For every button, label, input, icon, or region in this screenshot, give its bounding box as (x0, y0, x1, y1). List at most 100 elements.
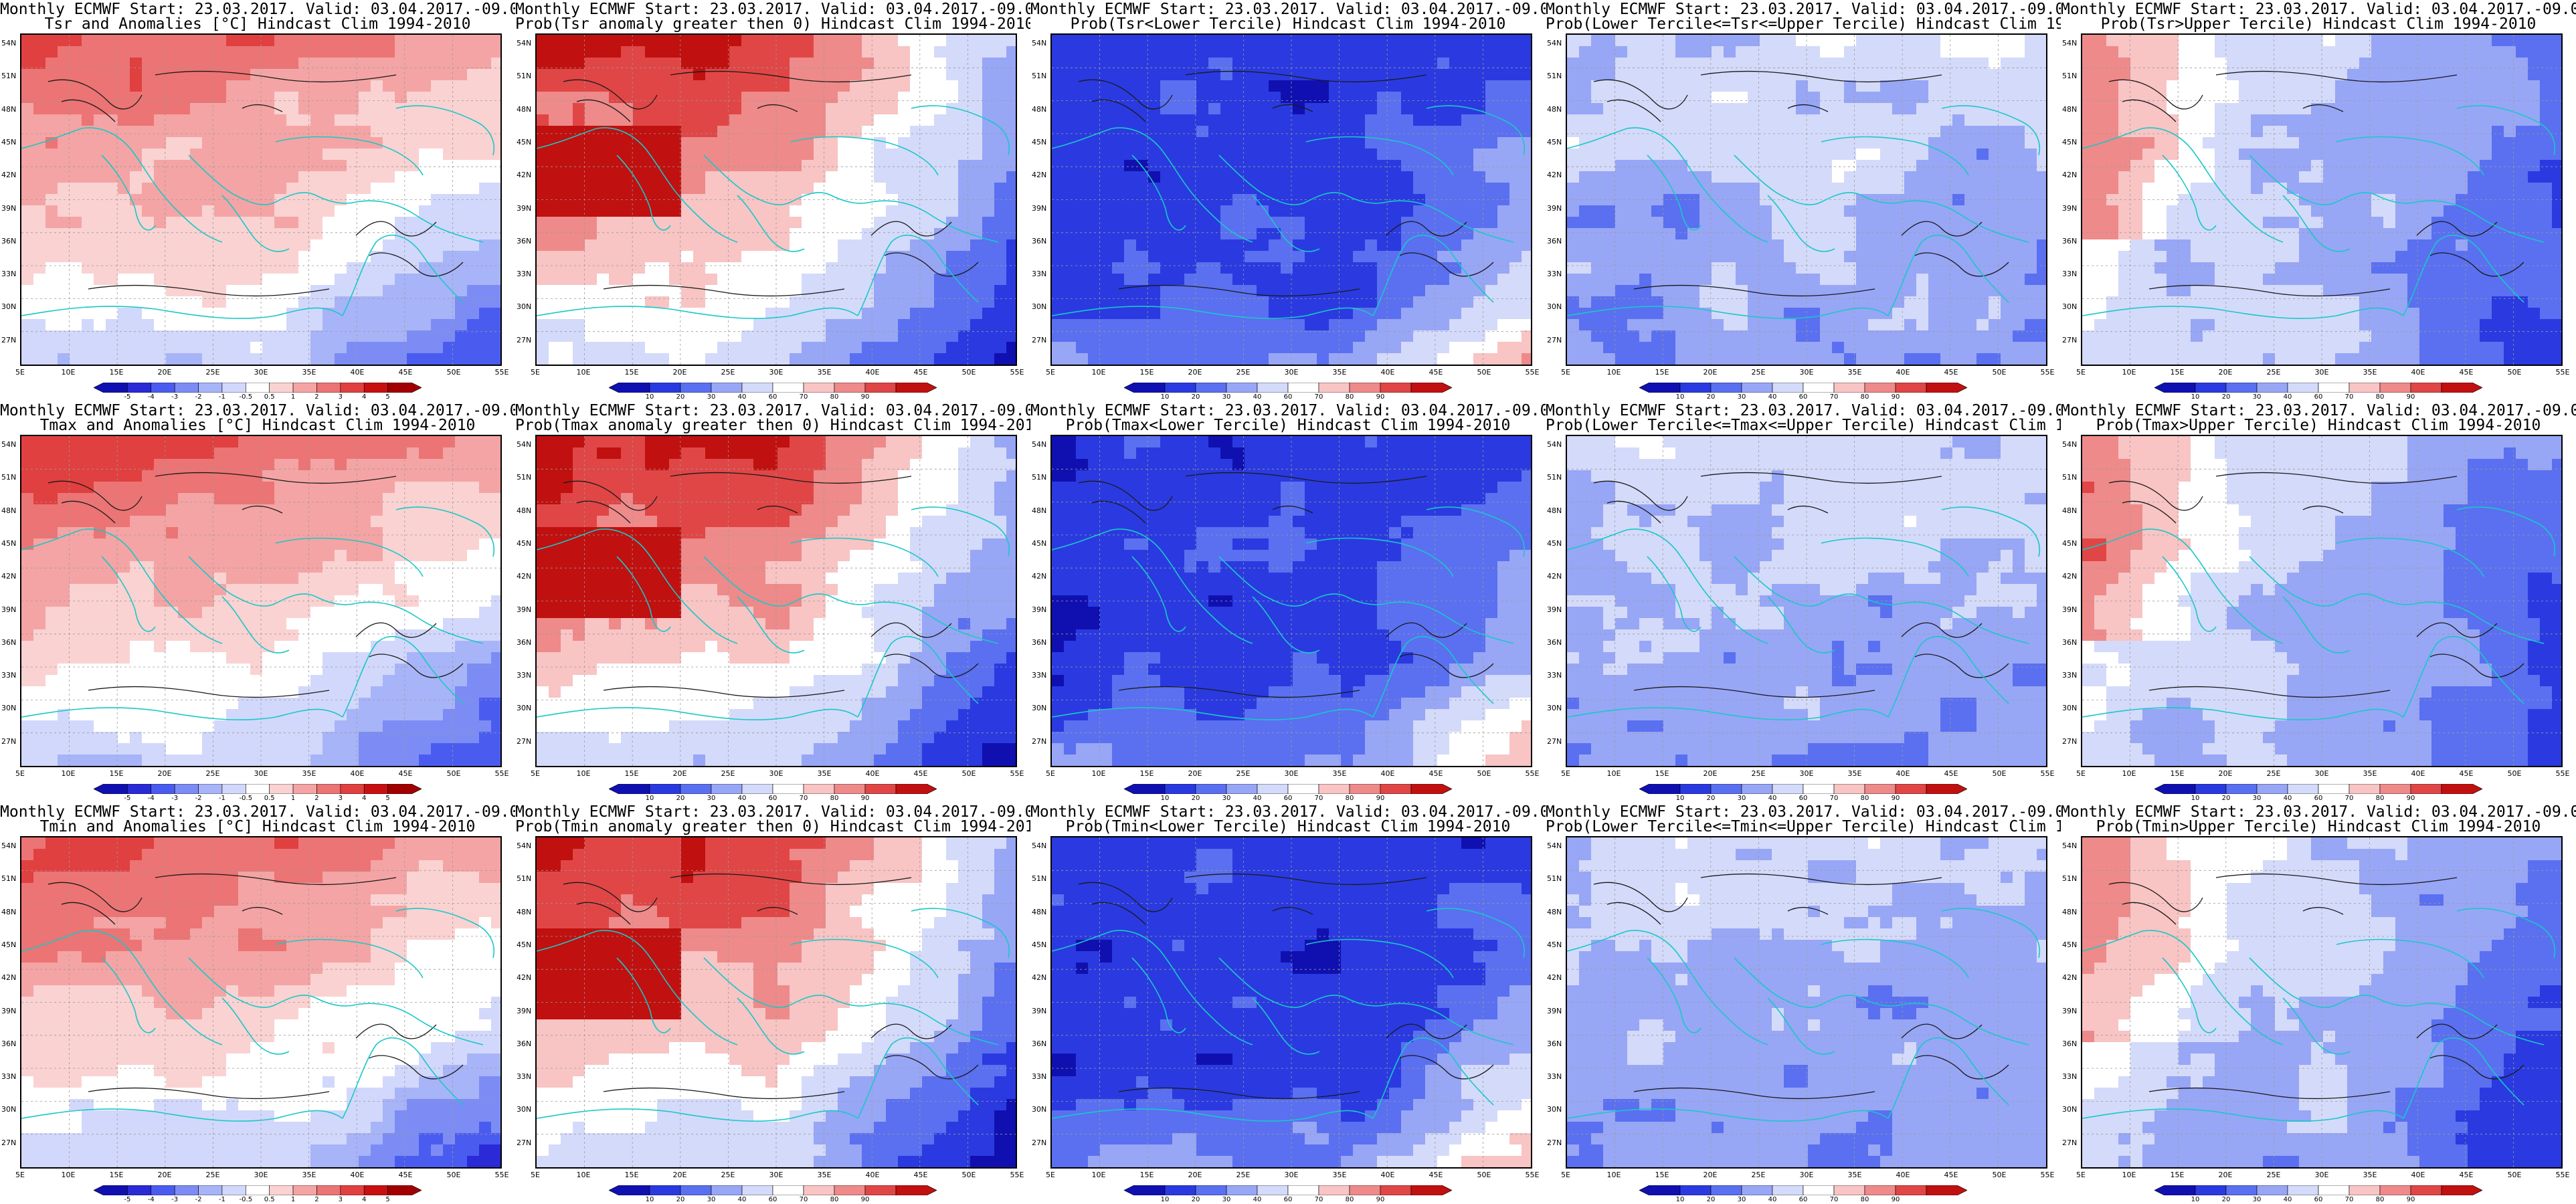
colorbar-tick: 40 (2283, 795, 2292, 802)
colorbar-tick-labels: 10 20 30 40 60 70 80 90 (2165, 1196, 2472, 1204)
longitude-label: 15E (2170, 368, 2185, 377)
longitude-label: 45E (398, 368, 413, 377)
colorbar-swatch (803, 784, 835, 794)
colorbar-tick: 2 (314, 393, 319, 401)
colorbar-tick-labels: -5 -4 -3 -2 -1 -0.5 0.5 1 2 3 4 5 (104, 1196, 411, 1204)
colorbar-tick: 5 (385, 795, 390, 802)
longitude-label: 40E (1380, 1171, 1395, 1179)
longitude-label: 30E (254, 1171, 268, 1179)
colorbar-tick: 80 (1345, 393, 1354, 401)
colorbar-swatch (1318, 784, 1350, 794)
latitude-label: 39N (1547, 1006, 1562, 1015)
colorbar-swatch (340, 383, 365, 393)
colorbar-tick: 0.5 (264, 795, 275, 802)
colorbar-swatch (1864, 784, 1896, 794)
colorbar-tick: -0.5 (239, 1196, 253, 1203)
longitude-label: 15E (1139, 368, 1154, 377)
colorbar-tick: 20 (676, 1196, 685, 1203)
colorbar-swatch (2287, 383, 2319, 393)
colorbar-swatch (741, 784, 773, 794)
colorbar-swatch (895, 784, 937, 794)
colorbar-tick: 40 (737, 393, 747, 401)
colorbar-tick: 60 (1799, 1196, 1808, 1203)
latitude-label: 33N (1547, 270, 1562, 279)
colorbar-swatch (94, 1185, 128, 1195)
panel-title: Prob(Lower Tercile<=Tmin<=Upper Tercile)… (1546, 818, 2061, 835)
latitude-label: 48N (517, 506, 532, 515)
colorbar-tick: 30 (707, 1196, 716, 1203)
latitude-label: 39N (517, 605, 532, 614)
colorbar-swatch (1803, 383, 1835, 393)
colorbar-tick: 3 (338, 393, 343, 401)
longitude-label: 30E (769, 368, 784, 377)
latitude-label: 36N (517, 637, 532, 647)
longitude-label: 15E (1139, 1171, 1154, 1179)
latitude-label: 39N (1547, 203, 1562, 213)
colorbar-swatch (1164, 784, 1196, 794)
latitude-label: 45N (2062, 940, 2078, 949)
panel-title: Prob(Lower Tercile<=Tsr<=Upper Tercile) … (1546, 15, 2061, 33)
latitude-label: 36N (517, 1039, 532, 1048)
colorbar-tick: 90 (1376, 1196, 1385, 1203)
longitude-label: 50E (1992, 368, 2007, 377)
latitude-label: 54N (517, 841, 532, 850)
longitude-label: 15E (109, 769, 124, 778)
latitude-label: 30N (1547, 302, 1562, 312)
colorbar-swatch (94, 784, 128, 794)
colorbar (2154, 1185, 2482, 1195)
colorbar-tick: 0.5 (264, 393, 275, 401)
colorbar-swatch (151, 383, 175, 393)
latitude-label: 45N (1, 137, 17, 146)
latitude-label: 39N (1032, 1006, 1047, 1015)
longitude-label: 30E (254, 769, 268, 778)
colorbar-swatch (1287, 1185, 1319, 1195)
colorbar-swatch (2225, 784, 2258, 794)
colorbar-tick: 90 (1891, 795, 1900, 802)
latitude-label: 45N (1547, 137, 1562, 146)
colorbar-swatch (1410, 1185, 1452, 1195)
longitude-label: 55E (2040, 769, 2055, 778)
latitude-label: 36N (2062, 1039, 2078, 1048)
latitude-label: 33N (1032, 270, 1047, 279)
colorbar-tick-labels: 10 20 30 40 60 70 80 90 (1649, 393, 1957, 401)
map-panel-tmin-prob-middle: Monthly ECMWF Start: 23.03.2017. Valid: … (1546, 803, 2061, 1204)
longitude-label: 55E (494, 1171, 509, 1179)
colorbar-swatch (174, 1185, 199, 1195)
panel-header-line: Monthly ECMWF Start: 23.03.2017. Valid: … (0, 803, 515, 821)
latitude-label: 33N (517, 270, 532, 279)
colorbar-swatch (2349, 383, 2381, 393)
longitude-label: 45E (1429, 368, 1443, 377)
colorbar-tick: 10 (1675, 795, 1685, 802)
colorbar-tick: 60 (1799, 393, 1808, 401)
latitude-label: 51N (1032, 874, 1047, 884)
colorbar-swatch (1710, 784, 1742, 794)
latitude-label: 39N (517, 1006, 532, 1015)
latitude-label: 48N (2062, 907, 2078, 916)
latitude-label: 33N (1, 1072, 17, 1082)
longitude-label: 25E (721, 368, 735, 377)
colorbar-tick: -3 (171, 393, 179, 401)
colorbar-swatch (895, 383, 937, 393)
longitude-label: 45E (1944, 1171, 1958, 1179)
latitude-label: 45N (517, 538, 532, 548)
colorbar-swatch (2410, 383, 2442, 393)
longitude-label: 10E (1091, 769, 1106, 778)
latitude-label: 54N (1547, 440, 1562, 449)
forecast-map (535, 33, 1017, 366)
colorbar-swatch (1895, 1185, 1927, 1195)
colorbar-swatch (1349, 784, 1381, 794)
latitude-label: 48N (2062, 104, 2078, 114)
colorbar-swatch (1410, 383, 1452, 393)
colorbar-tick: 3 (338, 1196, 343, 1203)
latitude-label: 45N (2062, 538, 2078, 548)
forecast-map (20, 435, 502, 767)
latitude-label: 36N (1547, 236, 1562, 245)
latitude-label: 48N (2062, 506, 2078, 515)
colorbar-tick: 20 (1706, 393, 1716, 401)
longitude-label: 25E (1751, 368, 1766, 377)
latitude-label: 48N (517, 104, 532, 114)
colorbar-swatch (94, 383, 128, 393)
panel-title: Prob(Tmin<Lower Tercile) Hindcast Clim 1… (1065, 818, 1511, 835)
colorbar-tick: 20 (1706, 1196, 1716, 1203)
colorbar-tick: 4 (362, 1196, 367, 1203)
